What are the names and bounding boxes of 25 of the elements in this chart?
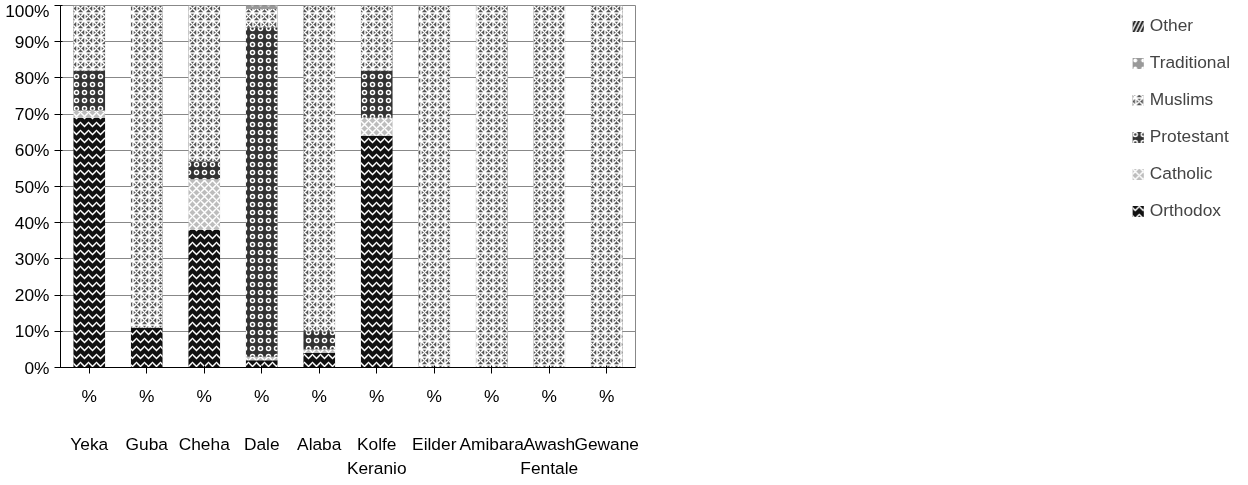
category-label: % Yeka bbox=[70, 385, 109, 454]
y-tick-label: 100% bbox=[5, 0, 50, 21]
category-label: % Kolfe Keranio bbox=[346, 385, 407, 478]
category-label: % Eilder bbox=[412, 385, 457, 454]
category-label: % Alaba bbox=[297, 385, 342, 454]
legend-label: Protestant bbox=[1149, 126, 1229, 147]
category-label: % Gewane bbox=[574, 385, 640, 454]
y-tick-label: 10% bbox=[14, 321, 50, 342]
category-label: % Guba bbox=[125, 385, 168, 454]
y-tick-label: 80% bbox=[14, 67, 50, 88]
legend-label: Traditional bbox=[1149, 52, 1230, 73]
y-tick-label: 0% bbox=[24, 357, 50, 378]
y-tick-label: 50% bbox=[14, 176, 50, 197]
y-tick-label: 20% bbox=[14, 285, 50, 306]
y-tick-label: 30% bbox=[14, 248, 50, 269]
legend-label: Muslims bbox=[1149, 89, 1214, 110]
category-label: % Cheha bbox=[178, 385, 230, 454]
legend-label: Orthodox bbox=[1149, 200, 1222, 221]
y-tick-label: 70% bbox=[14, 104, 50, 125]
y-tick-label: 90% bbox=[14, 31, 50, 52]
legend-label: Other bbox=[1149, 15, 1194, 36]
y-tick-label: 40% bbox=[14, 212, 50, 233]
legend-label: Catholic bbox=[1149, 163, 1213, 184]
y-tick-label: 60% bbox=[14, 140, 50, 161]
category-label: % Dale bbox=[243, 385, 280, 454]
